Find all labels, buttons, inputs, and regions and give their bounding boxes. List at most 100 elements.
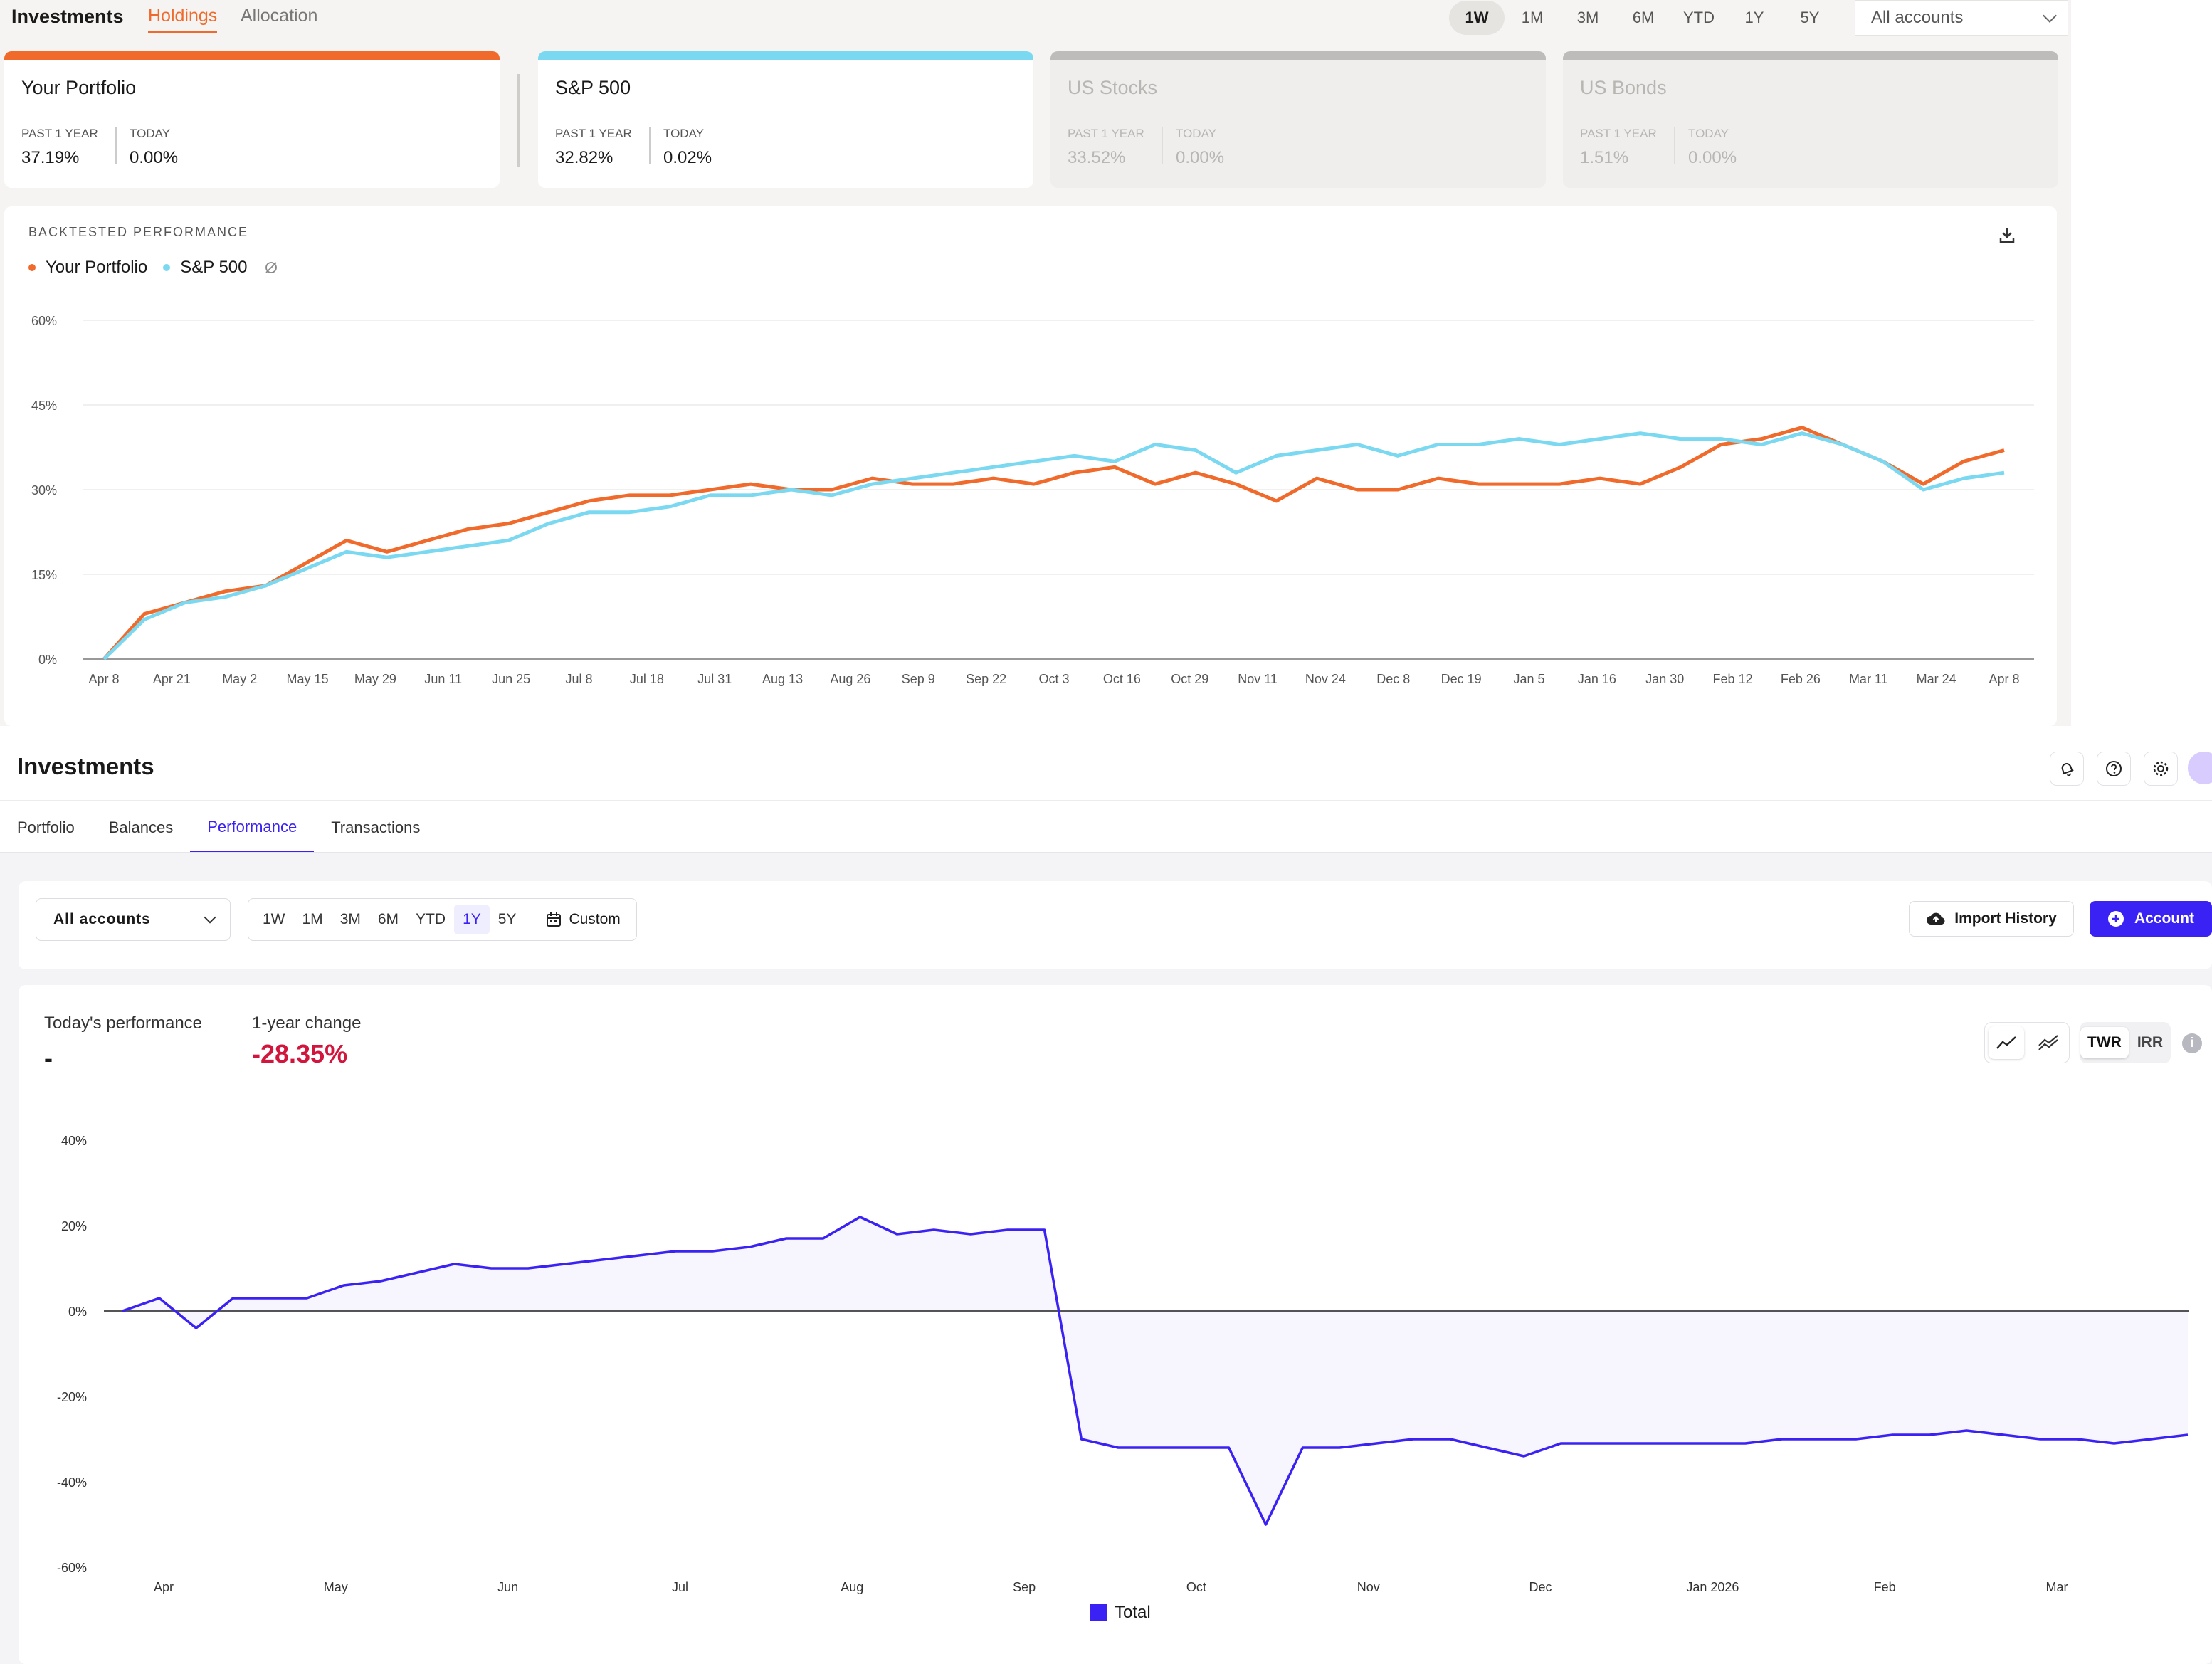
legend-dot	[163, 264, 171, 271]
top-range-6m[interactable]: 6M	[1632, 9, 1655, 26]
x-tick-label: Apr 21	[153, 672, 191, 686]
card-accent-bar	[4, 51, 500, 60]
today-performance-label: Today's performance	[44, 1013, 203, 1033]
tab-holdings[interactable]: Holdings	[148, 6, 218, 33]
top-range-1m[interactable]: 1M	[1521, 9, 1544, 26]
clear-comparison-icon[interactable]	[263, 260, 279, 275]
avatar[interactable]	[2186, 750, 2212, 786]
card-today-value: 0.02%	[663, 148, 712, 167]
series-line-s-p-500	[102, 431, 2005, 660]
chart-legend[interactable]: Total	[1090, 1603, 1151, 1623]
bell-icon[interactable]	[2050, 752, 2084, 786]
plus-circle-icon	[2108, 911, 2124, 927]
y-tick-label: -60%	[57, 1561, 87, 1575]
x-tick-label: Apr 8	[88, 672, 119, 686]
card-your-portfolio[interactable]: Your Portfolio PAST 1 YEAR 37.19% TODAY …	[4, 51, 500, 188]
x-tick-label: Sep 9	[902, 672, 935, 686]
card-past-value: 32.82%	[555, 148, 613, 167]
card-accent-bar	[538, 51, 1033, 60]
year-change-value: -28.35%	[252, 1039, 348, 1068]
top-range-1w[interactable]: 1W	[1449, 1, 1505, 35]
x-tick-label: Oct 3	[1038, 672, 1069, 686]
top-range-1y[interactable]: 1Y	[1744, 9, 1764, 26]
range-1w[interactable]: 1W	[263, 911, 285, 927]
tab-portfolio[interactable]: Portfolio	[17, 818, 75, 836]
card-sp500[interactable]: S&P 500 PAST 1 YEAR 32.82% TODAY 0.02%	[538, 51, 1033, 188]
range-ytd[interactable]: YTD	[416, 911, 446, 927]
cards-divider	[517, 74, 520, 167]
range-5y[interactable]: 5Y	[497, 911, 517, 927]
card-past-value: 37.19%	[21, 148, 80, 167]
tab-allocation[interactable]: Allocation	[241, 6, 318, 26]
top-account-select-label: All accounts	[1871, 8, 1964, 27]
x-tick-label: Jun 11	[424, 672, 462, 686]
bottom-tabs: Portfolio Balances Performance Transacti…	[0, 803, 437, 853]
x-tick-label: Feb	[1874, 1580, 1896, 1594]
range-6m[interactable]: 6M	[377, 911, 399, 927]
info-icon[interactable]: i	[2182, 1033, 2202, 1053]
card-us-stocks[interactable]: US Stocks PAST 1 YEAR 33.52% TODAY 0.00%	[1050, 51, 1546, 188]
top-account-select[interactable]: All accounts	[1855, 0, 2068, 36]
top-range-ytd[interactable]: YTD	[1683, 9, 1715, 26]
x-tick-label: Jul 8	[565, 672, 592, 686]
tab-performance[interactable]: Performance	[190, 803, 315, 853]
import-history-button[interactable]: Import History	[1909, 901, 2074, 937]
return-mode-irr[interactable]: IRR	[2137, 1034, 2163, 1050]
account-select-label: All accounts	[53, 911, 151, 927]
card-today-value: 0.00%	[1688, 148, 1737, 167]
x-tick-label: Jan 16	[1578, 672, 1616, 686]
help-icon[interactable]	[2097, 752, 2131, 786]
x-tick-label: Oct 29	[1171, 672, 1208, 686]
top-range-3m[interactable]: 3M	[1576, 9, 1599, 26]
backtested-performance-card: 0% 15% 30% 45% 60% Apr 8 Apr 21 May 2 May 15 May …	[4, 206, 2057, 726]
top-brand-title: Investments	[11, 6, 124, 27]
x-tick-label: Jan 2026	[1686, 1580, 1739, 1594]
x-tick-label: May 29	[354, 672, 396, 686]
x-tick-label: Feb 26	[1781, 672, 1821, 686]
y-tick-label: 0%	[38, 653, 57, 667]
bottom-panel: Investments Portfolio Balances Performan…	[0, 726, 2212, 1664]
y-tick-label: 30%	[31, 483, 57, 497]
range-1m[interactable]: 1M	[302, 911, 323, 927]
x-tick-label: May	[324, 1580, 348, 1594]
x-tick-label: Dec 19	[1441, 672, 1482, 686]
x-tick-label: Aug	[841, 1580, 863, 1594]
x-tick-label: Jan 30	[1645, 672, 1684, 686]
backtested-chart: 0% 15% 30% 45% 60% Apr 8 Apr 21 May 2 May 15 May …	[31, 314, 2034, 686]
chevron-down-icon	[2043, 9, 2057, 23]
x-tick-label: Nov	[1357, 1580, 1380, 1594]
chart-mode-toggle	[1984, 1022, 2070, 1063]
tab-transactions[interactable]: Transactions	[331, 818, 421, 836]
x-tick-label: Mar	[2046, 1580, 2068, 1594]
card-name: Your Portfolio	[21, 77, 137, 98]
tab-balances[interactable]: Balances	[108, 818, 174, 836]
y-tick-label: 60%	[31, 314, 57, 328]
legend-item-your-portfolio[interactable]: Your Portfolio	[28, 258, 147, 278]
x-tick-label: Mar 11	[1849, 672, 1888, 686]
download-icon[interactable]	[1997, 225, 2017, 245]
range-1y[interactable]: 1Y	[454, 905, 490, 934]
card-past-label: PAST 1 YEAR	[555, 127, 632, 140]
line-chart-icon[interactable]	[1988, 1026, 2024, 1059]
cloud-upload-icon	[1927, 912, 1945, 925]
account-select[interactable]: All accounts	[36, 898, 231, 941]
return-mode-twr[interactable]: TWR	[2080, 1027, 2129, 1058]
card-us-bonds[interactable]: US Bonds PAST 1 YEAR 1.51% TODAY 0.00%	[1563, 51, 2058, 188]
gear-icon[interactable]	[2144, 752, 2178, 786]
x-tick-label: Feb 12	[1713, 672, 1753, 686]
tabs-divider	[0, 852, 2212, 853]
card-today-value: 0.00%	[1176, 148, 1225, 167]
multi-line-chart-icon[interactable]	[2031, 1026, 2066, 1059]
performance-card: 40% 20% 0% -20% -40% -60% Apr May Jun Jul Aug Sep Oc…	[19, 985, 2212, 1664]
card-divider	[1162, 127, 1163, 164]
range-3m[interactable]: 3M	[339, 911, 361, 927]
legend-swatch	[1090, 1604, 1107, 1621]
card-divider	[649, 127, 651, 164]
top-range-5y[interactable]: 5Y	[1800, 9, 1820, 26]
legend-item-sp500[interactable]: S&P 500	[163, 258, 248, 278]
add-account-button[interactable]: Account	[2090, 901, 2212, 937]
custom-range-button[interactable]: Custom	[525, 911, 630, 928]
x-tick-label: Apr	[154, 1580, 174, 1594]
backtested-legend: Your Portfolio S&P 500	[28, 258, 279, 278]
card-accent-bar	[1050, 51, 1546, 60]
